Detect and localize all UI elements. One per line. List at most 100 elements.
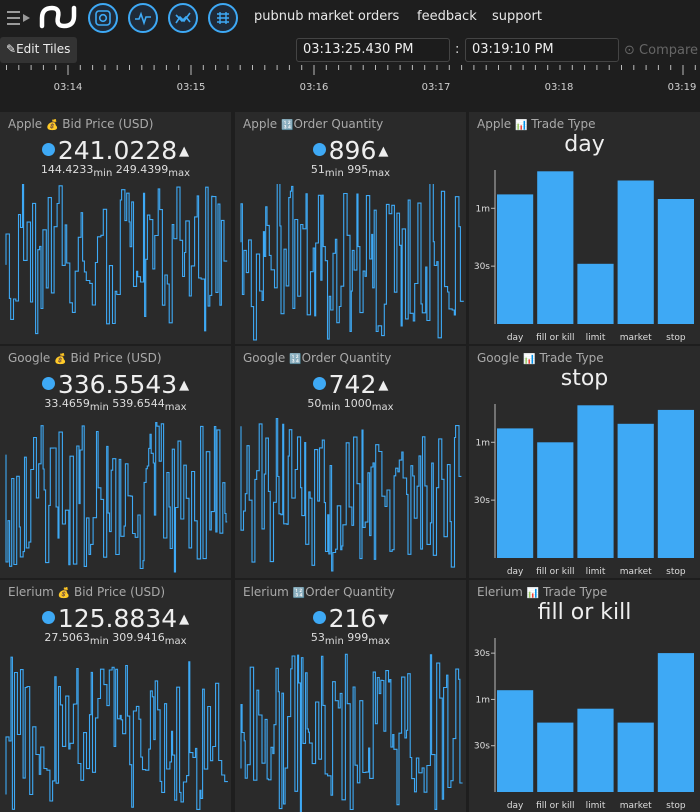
sparkline (240, 418, 462, 572)
sparkline (5, 656, 228, 810)
tile-apple-order-quantity[interactable]: Apple 🔢Order Quantity 896 ▲ 51min 995max (235, 112, 466, 344)
min-value: 144.4233 (40, 163, 94, 176)
y-tick-label: 1m (476, 695, 491, 705)
live-dot-icon (41, 143, 55, 156)
timeline-scrubber[interactable]: 03:14 03:15 03:16 03:17 03:18 03:19 (0, 64, 700, 112)
tile-title-prefix: Apple (243, 117, 278, 131)
chart-icon[interactable] (168, 3, 198, 33)
bar-market (617, 722, 654, 792)
min-label: min (324, 636, 344, 648)
tile-title-prefix: Google (243, 351, 286, 365)
timeline-label: 03:17 (421, 82, 451, 93)
x-tick-label: market (620, 801, 652, 811)
app-title: pubnub market orders (254, 9, 400, 24)
live-dot-icon (312, 377, 326, 390)
menu-icon[interactable] (7, 9, 31, 27)
max-label: max (371, 402, 394, 414)
trend-up-icon: ▲ (179, 612, 190, 627)
x-tick-label: day (507, 801, 524, 811)
max-label: max (368, 636, 391, 648)
sparkline (5, 422, 228, 573)
bar-fill-or-kill (537, 442, 574, 558)
live-dot-icon (312, 611, 326, 624)
tile-elerium-order-quantity[interactable]: Elerium 🔢Order Quantity 216 ▼ 53min 999ma… (235, 580, 466, 812)
bar-limit (577, 263, 614, 324)
sparkline (5, 184, 228, 335)
y-tick-label: 1m (476, 204, 491, 214)
current-trade-type: day (564, 132, 605, 157)
trend-up-icon: ▲ (378, 378, 389, 393)
sparkline (240, 653, 463, 812)
x-tick-label: limit (586, 567, 606, 577)
max-label: max (168, 168, 191, 180)
x-tick-label: stop (666, 333, 686, 343)
tile-title-suffix: Order Quantity (301, 351, 392, 365)
current-value: 896 (328, 136, 377, 165)
toolbar: ✎Edit Tiles 03:13:25.430 PM : 03:19:10 P… (0, 36, 700, 64)
max-label: max (368, 168, 391, 180)
trade-type-bar-chart: day fill or kill limit market stop 1m 30s (474, 404, 694, 577)
hash-icon: 🔢 (289, 354, 302, 365)
bar-stop (657, 409, 694, 558)
edit-tiles-label: Edit Tiles (16, 42, 71, 56)
trend-down-icon: ▼ (378, 612, 389, 627)
tile-google-trade-type[interactable]: Google 📊 Trade Type stop day fill or kill… (469, 346, 700, 578)
tile-title-suffix: Order Quantity (305, 585, 395, 599)
timeline-ticks (6, 65, 696, 75)
tile-apple-bid-price[interactable]: Apple 💰 Bid Price (USD) 241.0228 ▲ 144.42… (0, 112, 231, 344)
live-dot-icon (312, 143, 326, 156)
min-value: 51 (310, 163, 325, 176)
tile-title-prefix: Apple (477, 117, 512, 131)
compare-label: Compare (639, 43, 699, 58)
feedback-link[interactable]: feedback (417, 9, 477, 24)
pubnub-logo-icon[interactable] (38, 2, 78, 32)
tile-google-order-quantity[interactable]: Google 🔢Order Quantity 742 ▲ 50min 1000ma… (235, 346, 466, 578)
x-tick-label: stop (666, 567, 686, 577)
tile-title-suffix: Bid Price (USD) (62, 117, 154, 131)
x-tick-label: fill or kill (536, 333, 574, 343)
trade-type-bar-chart: day fill or kill limit market stop 1m 30s (474, 170, 694, 343)
x-tick-label: fill or kill (536, 801, 574, 811)
camera-icon[interactable] (88, 3, 118, 33)
x-tick-label: fill or kill (536, 567, 574, 577)
pulse-icon[interactable] (128, 3, 158, 33)
money-bag-icon: 💰 (57, 588, 71, 599)
min-label: min (93, 168, 113, 180)
trend-up-icon: ▲ (378, 144, 389, 159)
bar-fill-or-kill (537, 722, 574, 792)
trend-up-icon: ▲ (179, 378, 190, 393)
timeline-label: 03:18 (544, 82, 574, 93)
end-time-input[interactable]: 03:19:10 PM (465, 38, 619, 62)
min-label: min (89, 402, 109, 414)
min-value: 50 (307, 397, 322, 410)
money-bag-icon: 💰 (54, 354, 67, 365)
sparkline-trace (5, 656, 228, 810)
tile-elerium-bid-price[interactable]: Elerium 💰 Bid Price (USD) 125.8834 ▲ 27.5… (0, 580, 231, 812)
bar-day (497, 690, 534, 792)
tile-google-bid-price[interactable]: Google 💰 Bid Price (USD) 336.5543 ▲ 33.46… (0, 346, 231, 578)
compare-button[interactable]: ⊙ Compare (624, 43, 698, 58)
max-label: max (164, 402, 187, 414)
bar-stop (657, 653, 694, 792)
sparkline-trace (5, 184, 228, 335)
tile-apple-trade-type[interactable]: Apple 📊 Trade Type day day fill or kill li… (469, 112, 700, 344)
current-value: 336.5543 (57, 370, 178, 399)
bar-market (617, 423, 654, 558)
bar-market (617, 180, 654, 324)
current-trade-type: fill or kill (537, 600, 632, 625)
x-tick-label: limit (586, 801, 606, 811)
sparkline-trace (240, 184, 464, 341)
bar-chart-icon: 📊 (526, 588, 540, 599)
start-time-input[interactable]: 03:13:25.430 PM (296, 38, 450, 62)
data-stack-icon[interactable] (208, 3, 238, 33)
min-value: 33.4659 (44, 397, 90, 410)
max-value: 999 (347, 631, 369, 644)
tile-elerium-trade-type[interactable]: Elerium 📊 Trade Type fill or kill day fil… (469, 580, 700, 812)
x-tick-label: day (507, 333, 524, 343)
tile-title-prefix: Google (477, 351, 520, 365)
sparkline-trace (240, 653, 463, 812)
tile-title-suffix: Bid Price (USD) (73, 585, 166, 599)
support-link[interactable]: support (492, 9, 542, 24)
edit-tiles-button[interactable]: ✎Edit Tiles (0, 37, 77, 63)
current-value: 742 (328, 370, 377, 399)
